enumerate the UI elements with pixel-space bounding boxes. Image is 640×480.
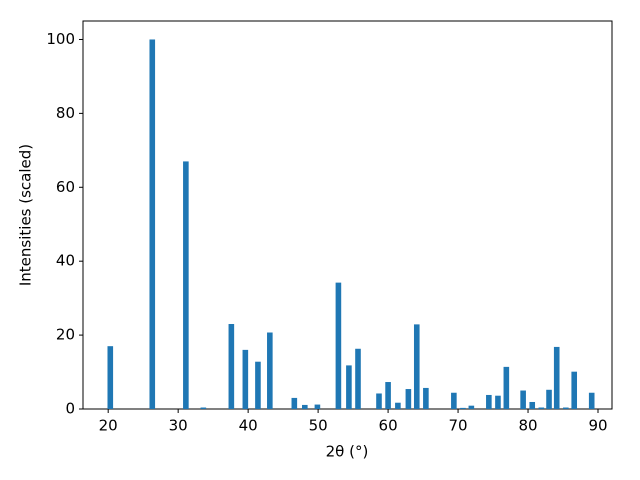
x-tick-label: 50 bbox=[309, 417, 328, 435]
bar bbox=[503, 366, 510, 409]
y-tick-label: 0 bbox=[65, 400, 75, 418]
bar bbox=[529, 401, 536, 409]
x-axis-label: 2θ (°) bbox=[326, 443, 369, 461]
x-tick-label: 80 bbox=[518, 417, 537, 435]
bar bbox=[520, 390, 526, 409]
x-tick-label: 40 bbox=[239, 417, 258, 435]
bar bbox=[468, 405, 475, 409]
bar bbox=[460, 407, 466, 409]
bar bbox=[228, 324, 235, 409]
bar bbox=[495, 395, 501, 409]
bar bbox=[267, 332, 273, 409]
bar bbox=[423, 387, 429, 409]
y-tick-label: 80 bbox=[56, 104, 75, 122]
bar bbox=[571, 371, 578, 409]
bar bbox=[346, 365, 352, 409]
bar bbox=[486, 394, 492, 409]
bar bbox=[413, 324, 420, 409]
bar bbox=[538, 407, 545, 409]
y-tick-label: 40 bbox=[56, 252, 75, 270]
bar bbox=[149, 39, 156, 409]
bar bbox=[405, 389, 412, 409]
bar bbox=[355, 348, 361, 409]
bar bbox=[385, 382, 391, 409]
bar bbox=[314, 404, 321, 409]
bar bbox=[302, 404, 308, 409]
bar bbox=[242, 349, 249, 409]
bar bbox=[588, 392, 595, 409]
x-tick-label: 90 bbox=[588, 417, 607, 435]
plot-frame bbox=[82, 20, 613, 410]
y-tick-label: 60 bbox=[56, 178, 75, 196]
x-tick-label: 60 bbox=[379, 417, 398, 435]
bar bbox=[255, 361, 261, 409]
y-tick-label: 100 bbox=[46, 30, 75, 48]
bar bbox=[376, 393, 382, 409]
bar bbox=[335, 282, 342, 409]
x-tick-label: 20 bbox=[99, 417, 118, 435]
bar bbox=[291, 397, 298, 409]
x-tick-label: 70 bbox=[449, 417, 468, 435]
bar bbox=[183, 161, 189, 409]
bar bbox=[563, 407, 569, 409]
bar bbox=[107, 346, 114, 409]
x-tick-label: 30 bbox=[169, 417, 188, 435]
bar bbox=[546, 389, 552, 409]
bar bbox=[553, 346, 560, 409]
y-axis-label: Intensities (scaled) bbox=[17, 144, 35, 286]
bar bbox=[395, 402, 401, 409]
bar bbox=[200, 407, 207, 409]
y-tick-label: 20 bbox=[56, 326, 75, 344]
bar bbox=[451, 392, 457, 409]
